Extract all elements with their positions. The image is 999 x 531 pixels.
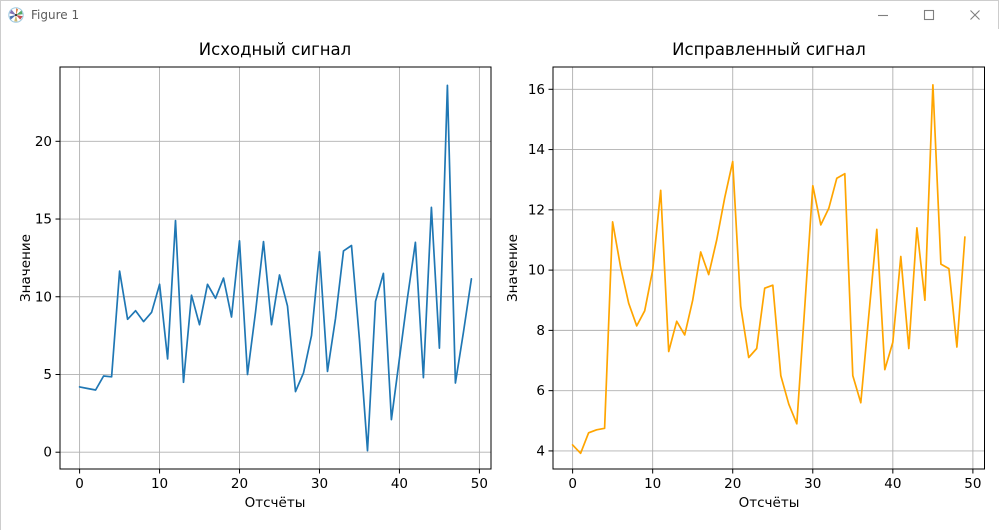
svg-text:40: 40 [391,476,408,492]
left-chart-xlabel: Отсчёты [244,495,306,511]
svg-text:50: 50 [471,476,488,492]
minimize-icon [878,14,888,17]
svg-text:10: 10 [528,263,545,279]
left-chart-title: Исходный сигнал [198,40,352,59]
close-icon [970,10,980,20]
svg-text:10: 10 [151,476,168,492]
svg-text:30: 30 [804,476,821,492]
right-chart-xlabel: Отсчёты [738,495,800,511]
svg-text:0: 0 [75,476,84,492]
svg-text:15: 15 [35,212,52,228]
minimize-button[interactable] [860,1,906,29]
svg-text:20: 20 [724,476,741,492]
svg-text:14: 14 [528,142,545,158]
svg-text:40: 40 [884,476,901,492]
svg-text:5: 5 [43,367,52,383]
window-titlebar[interactable]: Figure 1 [1,1,998,29]
svg-text:8: 8 [536,323,545,339]
left-chart-ylabel: Значение [18,234,34,302]
close-button[interactable] [952,1,998,29]
maximize-icon [923,9,935,21]
plots-canvas: 0 10 20 30 40 50 0 5 10 15 20 0 10 20 30 40 50 4 6 8 10 12 14 1… [35,66,985,492]
svg-text:0: 0 [43,445,52,461]
svg-text:6: 6 [536,383,545,399]
svg-text:20: 20 [231,476,248,492]
right-chart-ylabel: Значение [505,234,521,302]
svg-text:10: 10 [644,476,661,492]
svg-text:50: 50 [964,476,981,492]
svg-text:0: 0 [568,476,577,492]
svg-text:20: 20 [35,134,52,150]
maximize-button[interactable] [906,1,952,29]
svg-text:4: 4 [536,443,545,459]
svg-text:10: 10 [35,289,52,305]
svg-text:12: 12 [528,202,545,218]
window-controls [860,1,998,29]
right-chart-title: Исправленный сигнал [672,40,866,59]
svg-text:30: 30 [311,476,328,492]
matplotlib-logo-icon [8,7,24,23]
svg-text:16: 16 [528,82,545,98]
figure: 0 10 20 30 40 50 0 5 10 15 20 0 10 20 30 40 50 4 6 8 10 12 14 1… [1,29,999,531]
window-title: Figure 1 [31,8,80,22]
